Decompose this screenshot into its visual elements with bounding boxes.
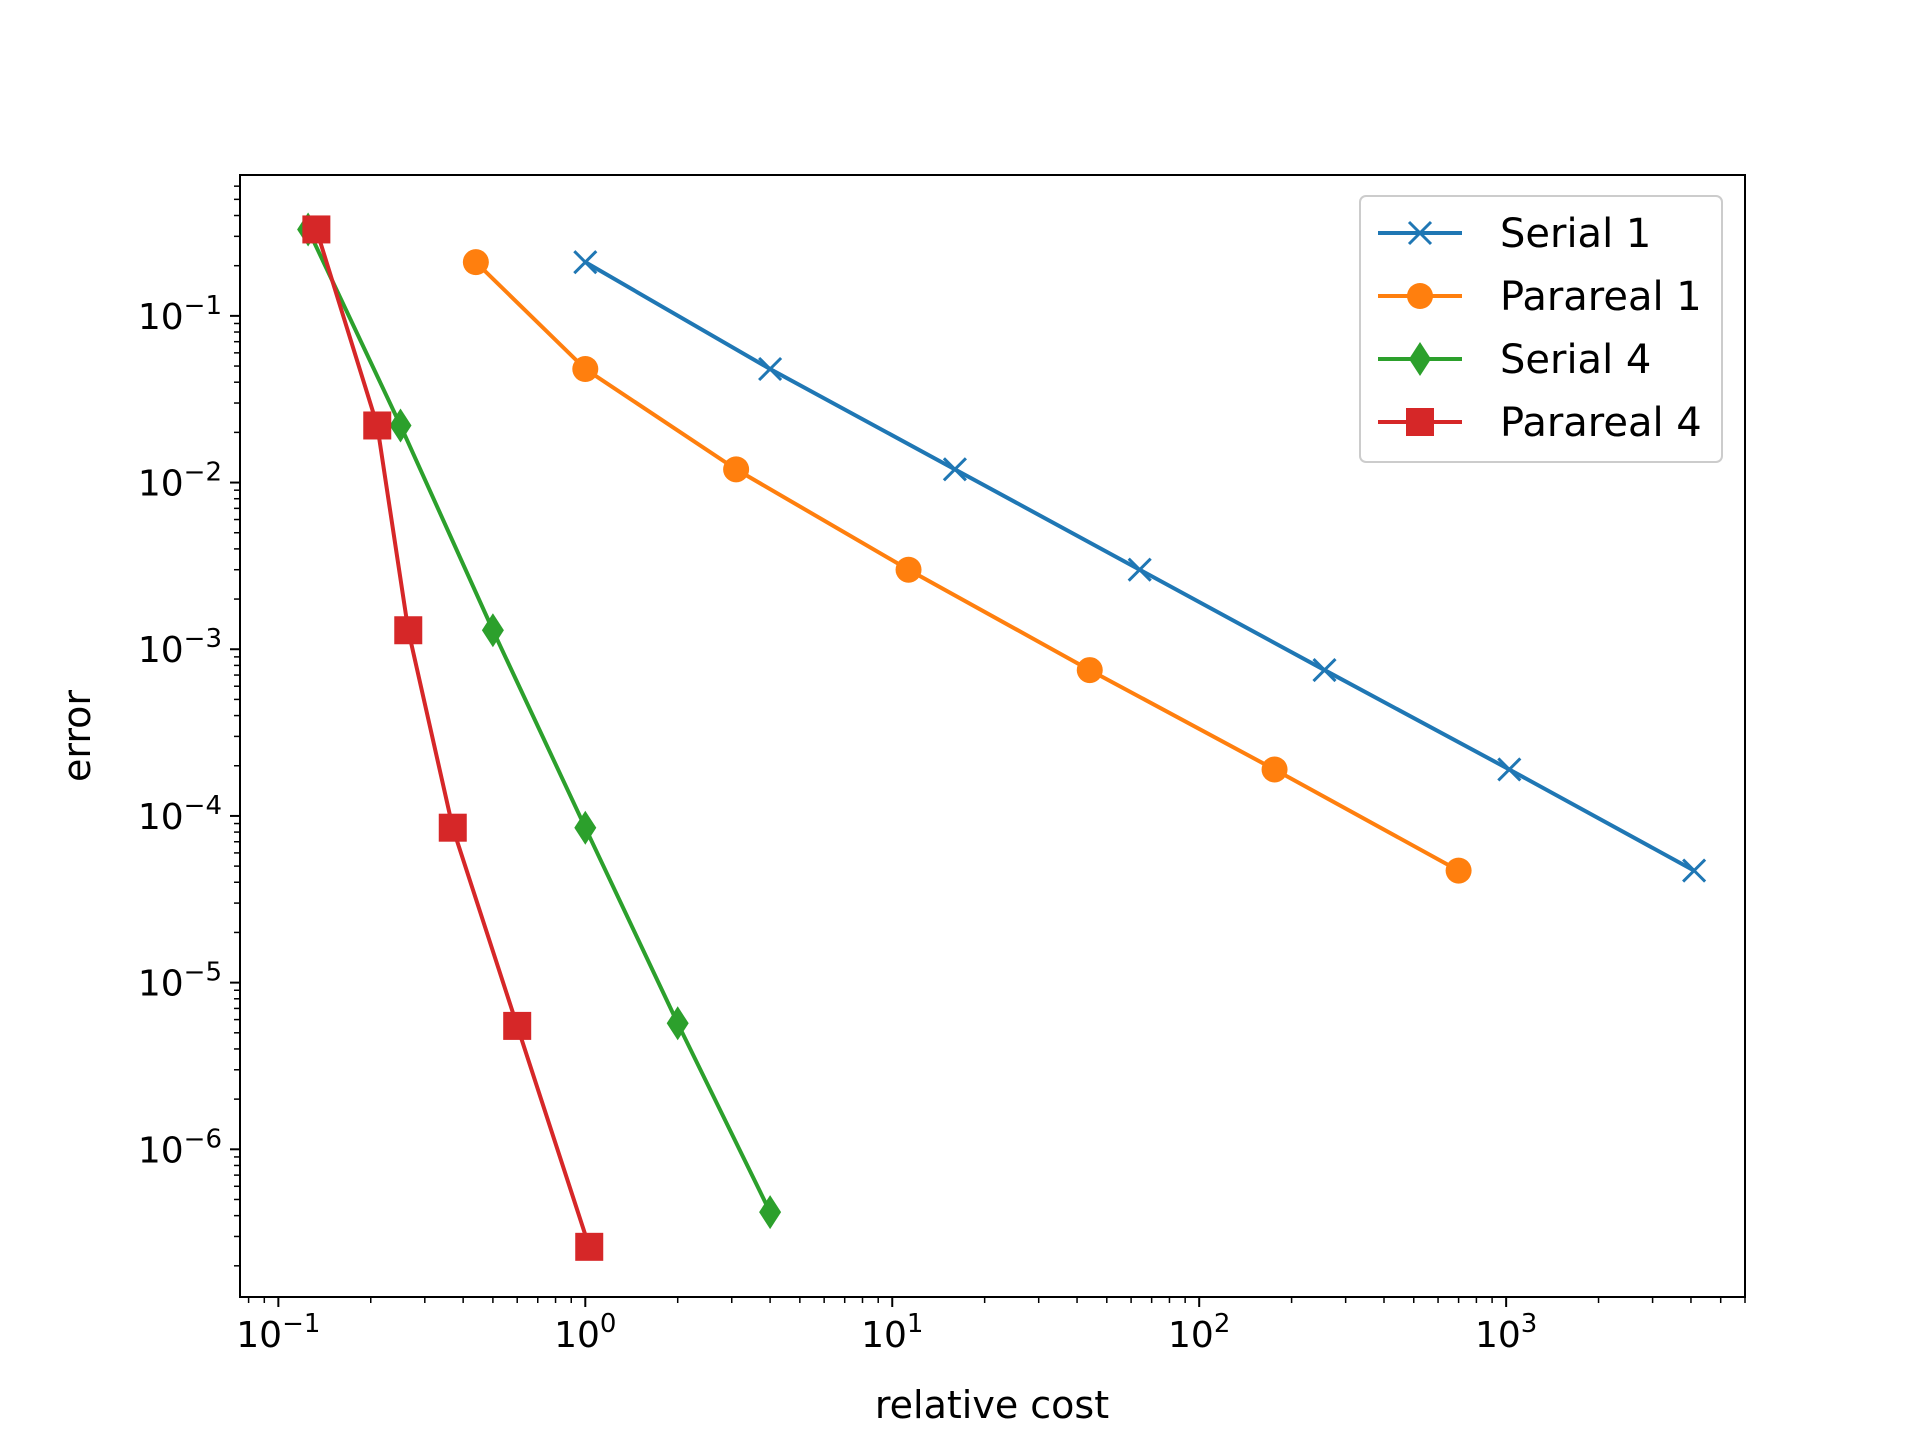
data-point-serial-1 [1682, 858, 1707, 883]
y-tick-label: 10−4 [138, 791, 222, 838]
x-tick-label: 102 [1168, 1309, 1230, 1356]
data-point-serial-1 [1312, 658, 1337, 683]
data-point-serial-1 [1497, 757, 1522, 782]
data-point-parareal-4 [503, 1011, 532, 1040]
y-tick-label: 10−5 [138, 958, 222, 1005]
series-line-serial-4 [306, 228, 772, 1213]
x-tick-label-exponent: −1 [282, 1309, 320, 1339]
legend-label: Parareal 1 [1500, 274, 1702, 320]
data-point-serial-1 [573, 250, 598, 275]
data-point-parareal-1 [1076, 657, 1103, 684]
legend: Serial 1 Parareal 1 Serial 4 Parareal 4 [1359, 195, 1723, 463]
plot-area: 10−1 100 101 102 103 10−110−210−310−410−510−… [138, 174, 1746, 1356]
legend-entry-serial-4: Serial 4 [1378, 337, 1651, 383]
data-point-parareal-1 [723, 456, 750, 483]
x-tick-label-exponent: 3 [1521, 1309, 1538, 1339]
data-point-serial-4 [666, 1006, 689, 1041]
x-tick-label: 103 [1475, 1309, 1537, 1356]
y-tick-label-base: 10 [138, 1130, 184, 1171]
x-tick-label-exponent: 1 [907, 1309, 924, 1339]
y-tick-label: 10−3 [138, 624, 222, 671]
y-axis-label: error [55, 690, 99, 782]
data-point-parareal-4 [438, 813, 467, 842]
x-tick-label-exponent: 0 [600, 1309, 617, 1339]
legend-marker [1409, 342, 1431, 376]
y-tick-label-base: 10 [138, 630, 184, 671]
x-tick-label-base: 10 [861, 1315, 907, 1356]
data-point-parareal-1 [895, 556, 922, 583]
x-tick-label-base: 10 [554, 1315, 600, 1356]
x-axis-label: relative cost [875, 1383, 1109, 1427]
x-tick-label-base: 10 [1475, 1315, 1521, 1356]
y-tick-label-base: 10 [138, 964, 184, 1005]
legend-label: Serial 1 [1500, 211, 1651, 257]
series-layer [297, 212, 1707, 1261]
y-tick-label: 10−2 [138, 458, 222, 505]
data-point-parareal-4 [302, 215, 331, 244]
y-tick-label-exponent: −2 [184, 458, 222, 488]
legend-entries: Serial 1 Parareal 1 Serial 4 Parareal 4 [1378, 211, 1702, 446]
data-point-parareal-1 [1261, 756, 1288, 783]
x-tick-label: 10−1 [236, 1309, 320, 1356]
legend-marker [1406, 408, 1434, 436]
x-tick-label: 101 [861, 1309, 923, 1356]
y-tick-label-exponent: −6 [184, 1124, 222, 1154]
y-tick-label-exponent: −3 [184, 624, 222, 654]
data-point-serial-4 [574, 810, 597, 845]
y-tick-label: 10−6 [138, 1124, 222, 1171]
y-axis-ticks: 10−110−210−310−410−510−6 [138, 185, 240, 1267]
y-tick-label-exponent: −4 [184, 791, 222, 821]
legend-marker [1407, 220, 1433, 246]
series-line-parareal-4 [314, 228, 592, 1248]
data-point-parareal-4 [394, 616, 423, 645]
data-point-serial-4 [759, 1195, 782, 1230]
data-point-parareal-1 [572, 356, 599, 383]
y-tick-label-exponent: −1 [184, 291, 222, 321]
data-point-parareal-4 [363, 411, 392, 440]
series-serial-1 [573, 250, 1707, 883]
legend-entry-parareal-4: Parareal 4 [1378, 400, 1702, 446]
data-point-serial-4 [389, 408, 412, 443]
data-point-parareal-4 [575, 1232, 604, 1261]
data-point-parareal-1 [1445, 857, 1472, 884]
x-tick-label-base: 10 [236, 1315, 282, 1356]
y-tick-label-exponent: −5 [184, 958, 222, 988]
y-tick-label-base: 10 [138, 464, 184, 505]
legend-frame [1359, 195, 1723, 463]
legend-label: Parareal 4 [1500, 400, 1702, 446]
legend-marker [1407, 283, 1433, 309]
y-tick-label-base: 10 [138, 297, 184, 338]
y-tick-label-base: 10 [138, 797, 184, 838]
x-axis-ticks: 10−1 100 101 102 103 [236, 1297, 1746, 1356]
series-parareal-4 [302, 215, 604, 1261]
data-point-serial-1 [942, 457, 967, 482]
data-point-parareal-1 [462, 249, 489, 276]
x-tick-label-exponent: 2 [1214, 1309, 1231, 1339]
data-point-serial-4 [481, 613, 504, 648]
data-point-serial-1 [758, 356, 783, 382]
x-tick-label-base: 10 [1168, 1315, 1214, 1356]
y-tick-label: 10−1 [138, 291, 222, 338]
data-point-serial-1 [1127, 557, 1152, 582]
legend-entry-serial-1: Serial 1 [1378, 211, 1651, 257]
legend-entry-parareal-1: Parareal 1 [1378, 274, 1702, 320]
series-parareal-1 [462, 249, 1472, 884]
legend-label: Serial 4 [1500, 337, 1651, 383]
x-tick-label: 100 [554, 1309, 616, 1356]
